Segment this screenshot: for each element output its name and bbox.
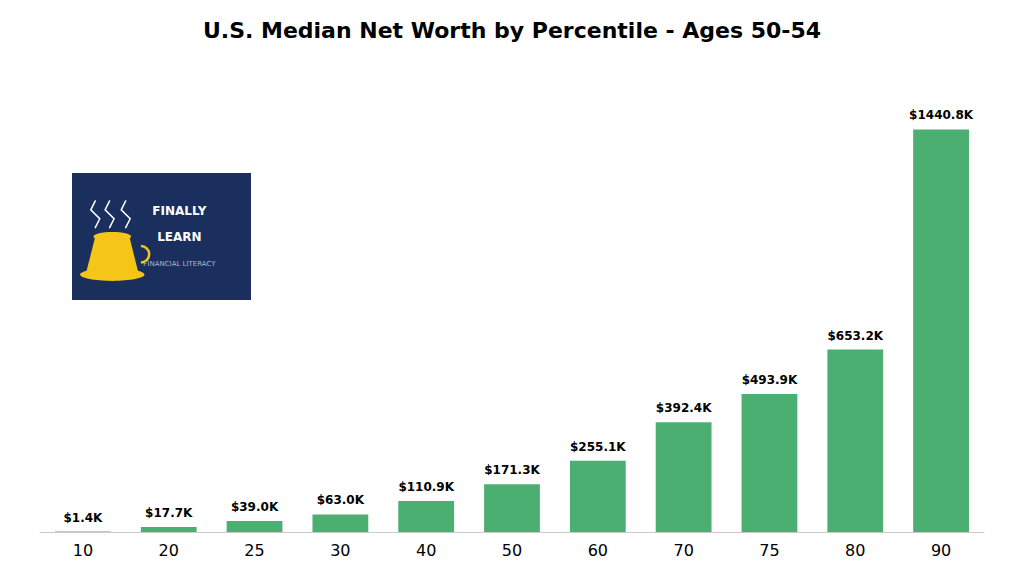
svg-text:$255.1K: $255.1K bbox=[570, 440, 626, 454]
svg-text:$39.0K: $39.0K bbox=[231, 500, 279, 514]
svg-text:20: 20 bbox=[159, 541, 179, 560]
svg-text:$63.0K: $63.0K bbox=[317, 493, 365, 507]
svg-text:90: 90 bbox=[931, 541, 951, 560]
svg-text:10: 10 bbox=[73, 541, 93, 560]
svg-text:70: 70 bbox=[673, 541, 693, 560]
svg-text:$1440.8K: $1440.8K bbox=[909, 108, 974, 122]
svg-text:$392.4K: $392.4K bbox=[656, 401, 712, 415]
svg-text:U.S. Median Net Worth by Perce: U.S. Median Net Worth by Percentile - Ag… bbox=[203, 18, 821, 43]
svg-text:LEARN: LEARN bbox=[157, 230, 201, 244]
svg-text:$17.7K: $17.7K bbox=[145, 506, 193, 520]
svg-text:FINALLY: FINALLY bbox=[152, 204, 206, 218]
svg-text:$171.3K: $171.3K bbox=[484, 463, 540, 477]
svg-text:40: 40 bbox=[416, 541, 436, 560]
svg-text:FINANCIAL LITERACY: FINANCIAL LITERACY bbox=[143, 260, 216, 268]
svg-text:$653.2K: $653.2K bbox=[827, 329, 883, 343]
svg-text:80: 80 bbox=[845, 541, 865, 560]
svg-text:50: 50 bbox=[502, 541, 522, 560]
svg-text:$493.9K: $493.9K bbox=[742, 373, 798, 387]
svg-text:60: 60 bbox=[588, 541, 608, 560]
svg-text:$1.4K: $1.4K bbox=[63, 511, 103, 525]
svg-text:$110.9K: $110.9K bbox=[398, 480, 454, 494]
svg-text:30: 30 bbox=[330, 541, 350, 560]
svg-text:75: 75 bbox=[759, 541, 779, 560]
svg-text:25: 25 bbox=[244, 541, 264, 560]
